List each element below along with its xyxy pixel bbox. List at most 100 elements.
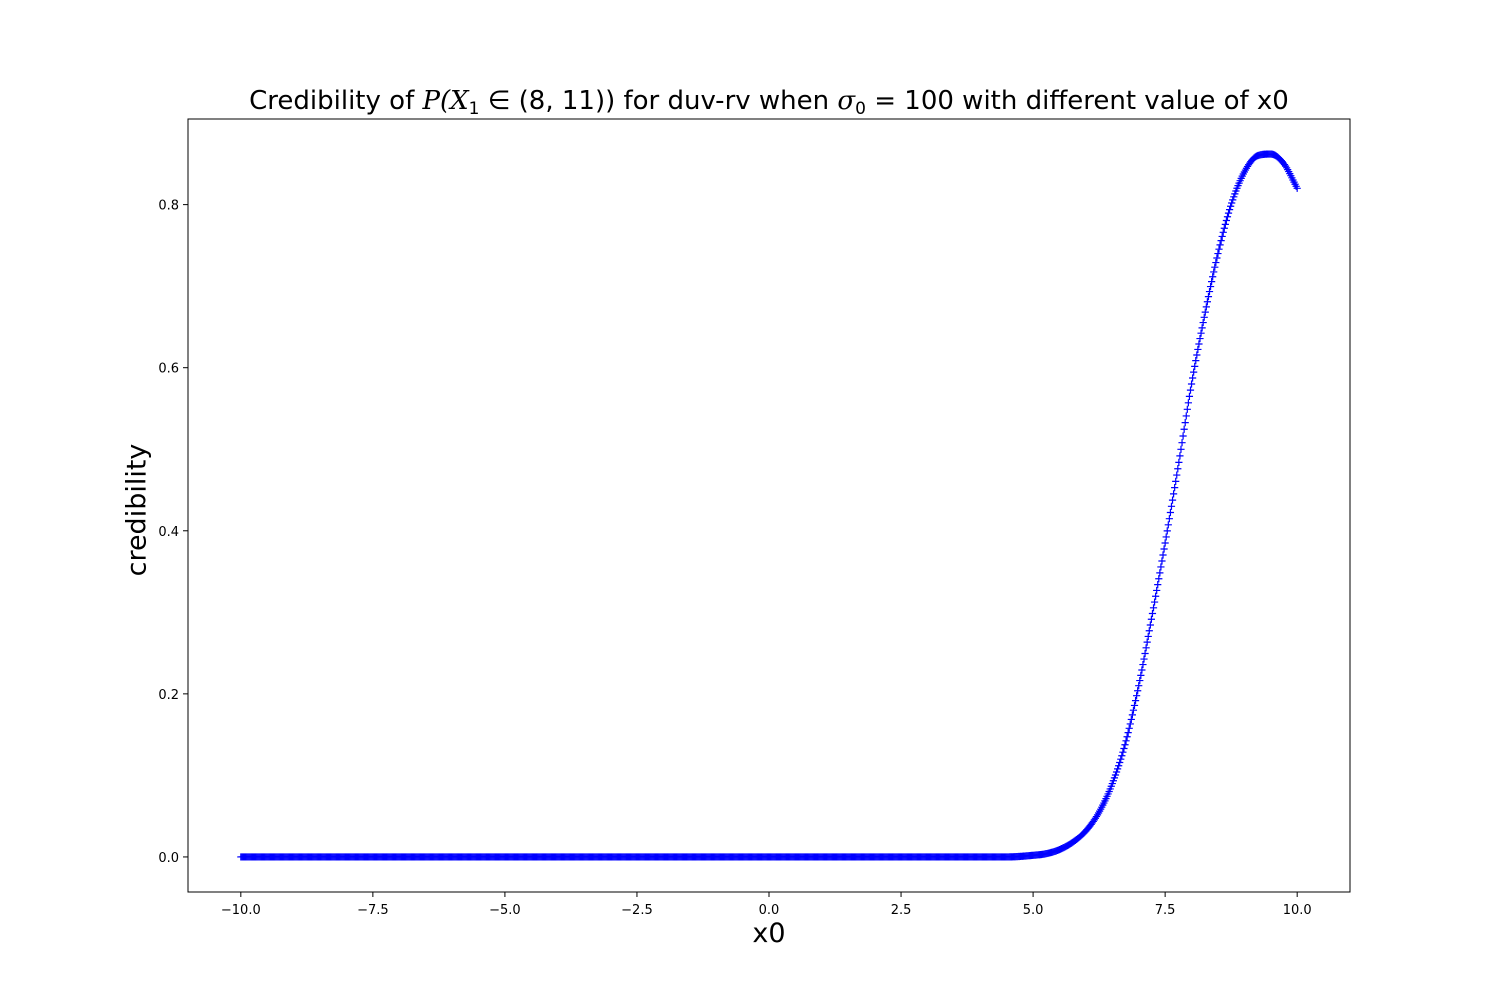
data-point	[1120, 744, 1128, 753]
x-tick-label: −10.0	[221, 903, 261, 918]
data-point	[1148, 609, 1157, 618]
data-point	[1166, 508, 1175, 517]
data-point	[1186, 386, 1195, 394]
data-point	[1130, 701, 1139, 710]
x-tick-label: 10.0	[1283, 903, 1312, 918]
data-point	[1293, 184, 1301, 192]
data-point	[1118, 752, 1126, 760]
data-point	[1171, 484, 1179, 492]
data-point	[1122, 737, 1130, 745]
data-point	[1141, 649, 1149, 658]
data-point	[1147, 615, 1155, 623]
data-point	[1116, 758, 1124, 767]
y-tick-label: 0.2	[158, 688, 179, 703]
data-point	[1125, 724, 1133, 732]
data-point	[1176, 452, 1184, 460]
x-tick-label: 5.0	[1023, 903, 1044, 918]
data-point	[1149, 604, 1158, 612]
data-point	[1161, 539, 1169, 547]
data-point	[1153, 586, 1161, 595]
data-point	[1146, 621, 1154, 629]
title-sigma-symbol: σ	[837, 86, 856, 116]
data-point	[1208, 278, 1216, 286]
data-markers	[237, 150, 1301, 861]
x-tick-label: −2.5	[621, 903, 653, 918]
data-point	[1136, 676, 1144, 685]
data-point	[1191, 362, 1199, 370]
data-point	[1183, 405, 1191, 413]
data-point	[1168, 496, 1177, 504]
data-point	[1222, 216, 1231, 225]
data-point	[1200, 313, 1208, 321]
data-point	[1159, 551, 1167, 559]
y-tick-label: 0.0	[158, 851, 179, 866]
data-point	[1175, 458, 1183, 466]
data-point	[1162, 533, 1170, 541]
data-point	[1189, 374, 1197, 382]
data-point	[1131, 697, 1140, 705]
title-prob-expr: P(X1 ∈ (8, 11))	[422, 86, 615, 119]
data-point	[1201, 308, 1209, 316]
data-point	[1142, 644, 1150, 652]
data-point	[1167, 502, 1176, 510]
data-point	[1165, 515, 1173, 523]
data-point	[1213, 254, 1221, 262]
data-point	[1187, 380, 1196, 388]
x-tick-label: 7.5	[1155, 903, 1176, 918]
data-point	[1184, 399, 1192, 407]
data-point	[1154, 581, 1162, 589]
y-tick-label: 0.4	[158, 525, 179, 540]
data-point	[1190, 368, 1198, 376]
data-point	[1206, 282, 1215, 291]
data-point	[1174, 465, 1182, 473]
data-point	[1224, 209, 1233, 217]
data-point	[1219, 228, 1227, 236]
data-point	[1128, 711, 1136, 719]
data-point	[1156, 569, 1164, 577]
data-point	[1163, 527, 1171, 535]
data-point	[1196, 334, 1204, 343]
data-point	[1211, 263, 1219, 271]
data-point	[1173, 471, 1181, 479]
x-tick-label: −7.5	[357, 903, 389, 918]
data-point	[1178, 439, 1186, 447]
data-point	[1198, 324, 1206, 332]
data-point	[1225, 206, 1234, 214]
chart-title: Credibility of P(X1 ∈ (8, 11)) for duv-r…	[188, 86, 1350, 119]
data-point	[1192, 357, 1200, 365]
data-point	[1138, 666, 1146, 674]
data-point	[1177, 445, 1185, 453]
data-point	[1114, 765, 1122, 773]
data-point	[1223, 213, 1232, 221]
data-point	[1229, 196, 1237, 204]
data-point	[1216, 241, 1224, 249]
data-point	[1185, 392, 1194, 401]
data-point	[1204, 293, 1213, 301]
data-point	[1194, 345, 1202, 354]
x-tick-label: −5.0	[489, 903, 521, 918]
data-point	[1160, 545, 1168, 553]
data-point	[1182, 412, 1190, 420]
plot-frame	[187, 118, 1351, 893]
data-point	[1195, 340, 1203, 348]
title-sigma-value: = 100	[865, 86, 954, 116]
y-tick-label: 0.8	[158, 199, 179, 214]
title-prob-symbol: P(X	[422, 86, 469, 116]
data-point	[1119, 748, 1127, 756]
title-middle: for duv-rv when	[615, 86, 838, 116]
x-tick-label: 0.0	[759, 903, 780, 918]
data-point	[1158, 557, 1166, 565]
data-point	[1133, 692, 1141, 700]
data-point	[1218, 232, 1226, 241]
data-point	[1197, 329, 1205, 337]
axes: −10.0 −7.5 −5.0 −2.5 0.0 2.5 5.0 7.5 10.0 0.0 0.2 0…	[158, 118, 1351, 918]
x-tick-label: 2.5	[891, 903, 912, 918]
data-point	[1179, 432, 1187, 440]
title-suffix: with different value of x0	[953, 86, 1289, 116]
data-point	[1215, 245, 1223, 253]
data-point	[1212, 258, 1220, 267]
y-tick-label: 0.6	[158, 362, 179, 377]
data-point	[1199, 318, 1207, 327]
data-point	[1145, 627, 1153, 635]
